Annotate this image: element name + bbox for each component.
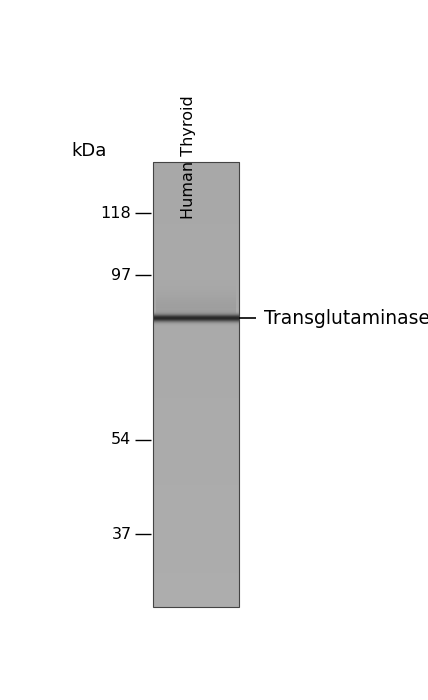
Text: Transglutaminase 7: Transglutaminase 7 — [264, 309, 428, 328]
Bar — [153, 162, 239, 607]
Text: 97: 97 — [111, 268, 131, 283]
Text: 54: 54 — [111, 432, 131, 447]
Text: 37: 37 — [111, 526, 131, 542]
Text: Human Thyroid: Human Thyroid — [181, 95, 196, 218]
Text: kDa: kDa — [72, 142, 107, 160]
Text: 118: 118 — [101, 206, 131, 221]
